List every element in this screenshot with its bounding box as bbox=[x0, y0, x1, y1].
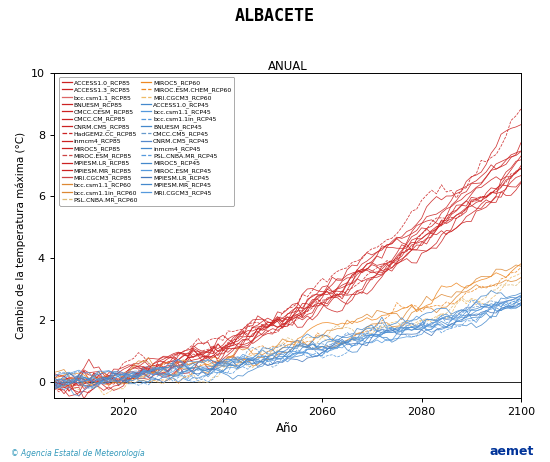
Y-axis label: Cambio de la temperatura máxima (°C): Cambio de la temperatura máxima (°C) bbox=[15, 132, 25, 339]
Legend: ACCESS1.0_RCP85, ACCESS1.3_RCP85, bcc.csm1.1_RCP85, BNUESM_RCP85, CMCC.CESM_RCP8: ACCESS1.0_RCP85, ACCESS1.3_RCP85, bcc.cs… bbox=[59, 77, 234, 206]
Text: © Agencia Estatal de Meteorología: © Agencia Estatal de Meteorología bbox=[11, 450, 145, 458]
Title: ANUAL: ANUAL bbox=[268, 60, 307, 73]
X-axis label: Año: Año bbox=[276, 422, 299, 436]
Text: ALBACETE: ALBACETE bbox=[235, 7, 315, 25]
Text: aemet: aemet bbox=[489, 445, 534, 458]
